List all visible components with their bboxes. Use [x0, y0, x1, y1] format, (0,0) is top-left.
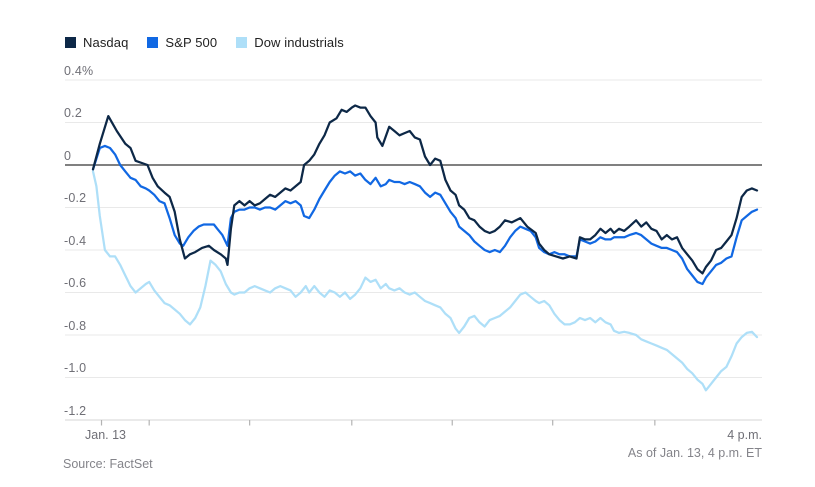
y-axis-label: 0 — [64, 148, 72, 163]
source-note: Source: FactSet — [63, 457, 153, 471]
legend-label: S&P 500 — [165, 35, 218, 50]
legend-item-sp500: S&P 500 — [147, 35, 217, 50]
dow-swatch-icon — [236, 37, 248, 48]
y-axis-label: 0.2 — [64, 106, 82, 120]
nasdaq-swatch-icon — [65, 37, 76, 48]
y-axis-label: -0.4 — [64, 233, 87, 248]
nasdaq-line — [91, 104, 759, 275]
sp500-swatch-icon — [147, 37, 159, 48]
y-axis-label: -0.6 — [64, 276, 87, 290]
legend-label: Nasdaq — [83, 35, 129, 50]
y-axis-label: -0.2 — [64, 191, 87, 205]
legend-item-dow: Dow industrials — [236, 35, 344, 50]
sp500-line — [91, 144, 759, 286]
legend-item-nasdaq: Nasdaq — [65, 35, 128, 50]
y-axis-label: -1.2 — [64, 403, 87, 418]
y-axis-label: 0.4% — [64, 63, 94, 78]
y-axis-label: -1.0 — [64, 361, 87, 375]
y-axis-label: -0.8 — [64, 318, 87, 333]
legend: Nasdaq S&P 500 Dow industrials — [65, 35, 344, 50]
legend-label: Dow industrials — [254, 35, 344, 50]
x-axis-label-end: 4 p.m. — [727, 428, 762, 442]
as-of-note: As of Jan. 13, 4 p.m. ET — [627, 446, 762, 460]
x-axis-label-start: Jan. 13 — [85, 428, 127, 442]
dow-line — [91, 170, 759, 392]
